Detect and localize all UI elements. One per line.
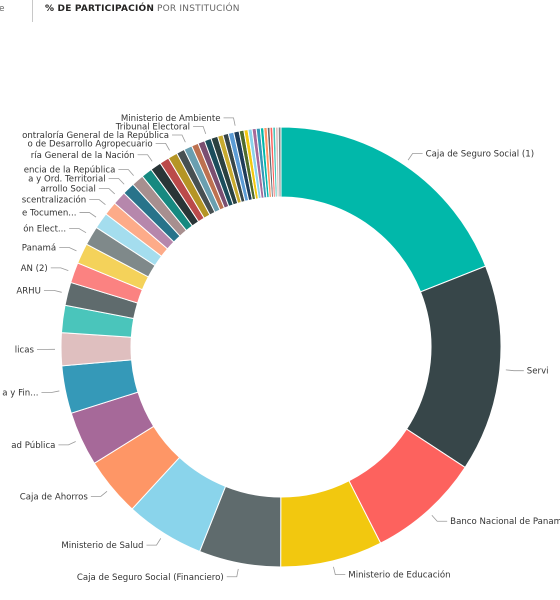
leader-line-caja-de-seguro-social-1 xyxy=(407,153,423,161)
leader-line-ad-publica xyxy=(58,441,76,446)
leader-line-arrollo-social xyxy=(98,188,116,195)
slice-label-e-tocumen: e Tocumen... xyxy=(22,209,77,219)
slice-servi[interactable] xyxy=(405,265,502,469)
leader-line-e-tocumen xyxy=(79,212,97,218)
tab-participacion[interactable]: % DE PARTICIPACIÓN xyxy=(45,4,155,14)
leader-line-on-elect xyxy=(69,228,87,234)
slice-label-caja-de-ahorros: Caja de Ahorros xyxy=(20,492,89,502)
slice-label-a-y-fin: a y Fin... xyxy=(2,388,38,398)
leader-line-ministerio-de-ambiente xyxy=(223,117,236,126)
slice-label-on-elect: ón Elect... xyxy=(23,224,66,235)
slices-group xyxy=(60,126,502,568)
slice-label-arrollo-social: arrollo Social xyxy=(40,185,96,195)
slice-label-encia-de-la-republica: encia de la República xyxy=(24,166,116,176)
leader-line-ministerio-de-educacion xyxy=(333,566,346,576)
slice-label-licas: licas xyxy=(15,345,35,355)
leader-line-tribunal-electoral xyxy=(193,125,207,135)
leader-line-a-y-fin xyxy=(41,390,60,393)
leader-lines-group xyxy=(37,117,524,578)
leader-line-caja-de-seguro-social-financiero xyxy=(226,568,239,578)
leader-line-banco-nacional-de-panama xyxy=(431,515,448,522)
leader-line-scentralizacion xyxy=(89,199,106,205)
leader-line-servi xyxy=(505,369,524,372)
tab-separator xyxy=(32,0,33,22)
slice-label-a-y-ord-territorial: a y Ord. Territorial xyxy=(28,175,105,185)
tab-informe[interactable]: me xyxy=(0,4,5,14)
slice-label-ria-general-de-la-nacion: ría General de la Nación xyxy=(31,150,135,161)
slice-label-arhu: ARHU xyxy=(16,286,41,296)
tab-bar: me % DE PARTICIPACIÓN POR INSTITUCIÓN xyxy=(0,0,560,24)
leader-line-ministerio-de-salud xyxy=(146,538,162,546)
leader-line-panama xyxy=(59,247,77,252)
slice-label-ontraloria-general-de-la-republica: ontraloría General de la República xyxy=(22,131,169,141)
leader-line-encia-de-la-republica xyxy=(118,169,134,176)
leader-line-caja-de-ahorros xyxy=(90,490,108,497)
leader-line-ontraloria-general-de-la-republica xyxy=(171,134,186,143)
slice-label-ministerio-de-salud: Ministerio de Salud xyxy=(61,541,143,551)
slice-label-caja-de-seguro-social-financiero: Caja de Seguro Social (Financiero) xyxy=(77,573,224,583)
leader-line-ria-general-de-la-nacion xyxy=(137,154,153,162)
slice-label-ministerio-de-ambiente: Ministerio de Ambiente xyxy=(121,114,221,124)
tab-por-institucion[interactable]: POR INSTITUCIÓN xyxy=(157,4,240,14)
slice-label-tribunal-electoral: Tribunal Electoral xyxy=(115,122,190,132)
slice-slice-45[interactable] xyxy=(277,126,282,198)
slice-licas[interactable] xyxy=(60,332,133,367)
slice-label-servi: Servi xyxy=(527,367,549,377)
slice-label-an-2: AN (2) xyxy=(21,264,48,274)
slice-label-o-de-desarrollo-agropecuario: o de Desarrollo Agropecuario xyxy=(27,139,152,149)
slice-label-panama: Panamá xyxy=(22,243,56,253)
slice-label-caja-de-seguro-social-1: Caja de Seguro Social (1) xyxy=(426,150,535,160)
slice-label-scentralizacion: scentralización xyxy=(22,195,86,206)
slice-label-ad-publica: ad Pública xyxy=(11,441,55,451)
leader-line-o-de-desarrollo-agropecuario xyxy=(155,143,170,151)
leader-line-a-y-ord-territorial xyxy=(108,178,125,185)
labels-group: Caja de Seguro Social (1) Servi Banco Naci… xyxy=(2,114,560,583)
leader-line-arhu xyxy=(43,289,62,293)
slice-label-ministerio-de-educacion: Ministerio de Educación xyxy=(348,570,450,581)
leader-line-an-2 xyxy=(50,267,69,271)
slice-label-banco-nacional-de-panama: Banco Nacional de Panamá xyxy=(450,517,560,527)
